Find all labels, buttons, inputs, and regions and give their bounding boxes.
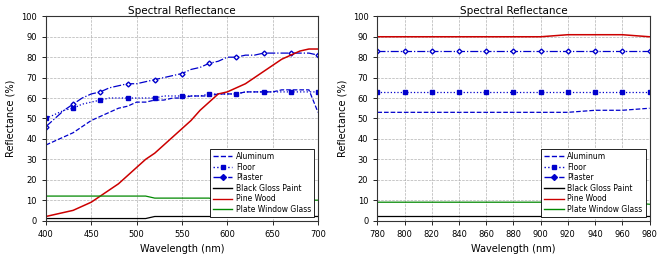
Title: Spectral Reflectance: Spectral Reflectance [128, 6, 236, 16]
Y-axis label: Reflectance (%): Reflectance (%) [337, 80, 347, 157]
Y-axis label: Reflectance (%): Reflectance (%) [5, 80, 15, 157]
X-axis label: Wavelength (nm): Wavelength (nm) [140, 244, 224, 254]
Legend: Aluminum, Floor, Plaster, Black Gloss Paint, Pine Wood, Plate Window Glass: Aluminum, Floor, Plaster, Black Gloss Pa… [542, 149, 646, 217]
X-axis label: Wavelength (nm): Wavelength (nm) [471, 244, 556, 254]
Title: Spectral Reflectance: Spectral Reflectance [459, 6, 568, 16]
Legend: Aluminum, Floor, Plaster, Black Gloss Paint, Pine Wood, Plate Window Glass: Aluminum, Floor, Plaster, Black Gloss Pa… [210, 149, 314, 217]
